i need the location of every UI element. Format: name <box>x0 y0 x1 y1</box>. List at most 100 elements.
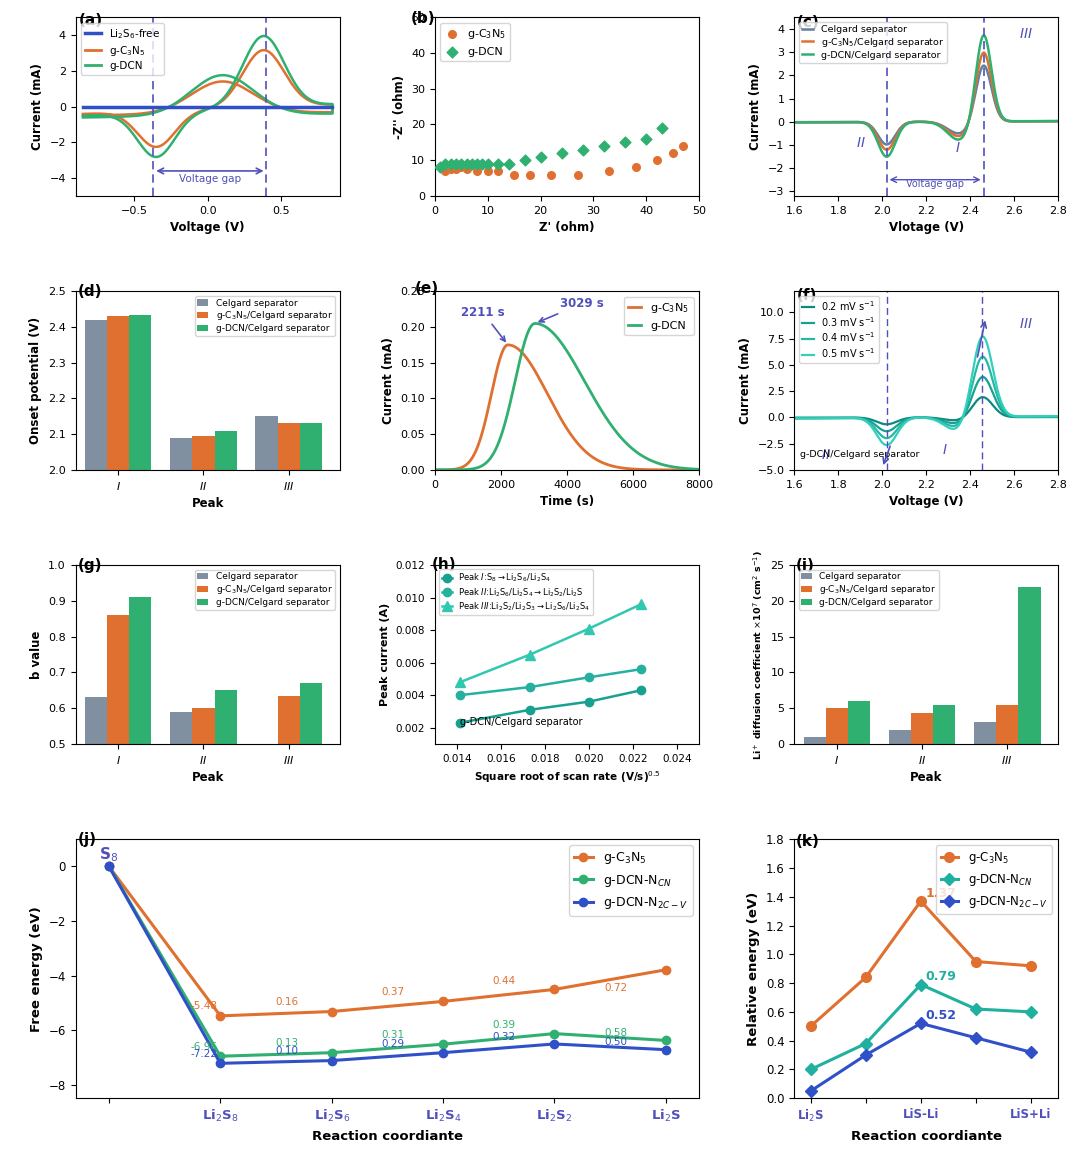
Y-axis label: Relative energy (eV): Relative energy (eV) <box>747 891 760 1046</box>
g-DCN/Celgard separator <box>805 116 818 129</box>
g-C$_3$N$_5$ <box>442 160 459 178</box>
g-C$_3$N$_5$ <box>685 462 698 476</box>
Text: (b): (b) <box>411 10 435 25</box>
g-DCN <box>595 136 612 155</box>
Bar <box>107 615 130 922</box>
Legend: Celgard separator, g-C$_3$N$_5$/Celgard separator, g-DCN/Celgard separator: Celgard separator, g-C$_3$N$_5$/Celgard … <box>799 570 940 610</box>
g-DCN/Celgard separator <box>977 29 990 43</box>
Bar <box>215 430 237 1156</box>
0.4 mV s$^{-1}$ <box>968 371 981 385</box>
Text: Voltage gap: Voltage gap <box>179 173 241 184</box>
g-C$_3$N$_5$ <box>550 403 563 417</box>
g-DCN <box>557 339 570 353</box>
g-C$_3$N$_5$/Celgard separator <box>787 116 800 129</box>
Text: Voltage gap: Voltage gap <box>906 179 964 190</box>
Text: g-DCN/Celgard separator: g-DCN/Celgard separator <box>460 717 583 727</box>
g-DCN/Celgard separator <box>993 101 1005 114</box>
Text: 0.58: 0.58 <box>604 1028 627 1038</box>
Peak $II$:Li$_2$S$_6$/Li$_2$S$_4$$\to$Li$_2$S$_2$/Li$_2$S <box>454 688 467 702</box>
0.4 mV s$^{-1}$ <box>990 390 1003 403</box>
0.3 mV s$^{-1}$ <box>990 397 1003 410</box>
0.4 mV s$^{-1}$ <box>835 412 848 425</box>
Bar <box>933 704 956 743</box>
Celgard separator <box>944 124 957 138</box>
Legend: g-C$_3$N$_5$, g-DCN: g-C$_3$N$_5$, g-DCN <box>623 297 693 335</box>
g-C$_3$N$_5$ <box>325 1005 338 1018</box>
Bar <box>826 709 848 743</box>
Line: g-C$_3$N$_5$: g-C$_3$N$_5$ <box>806 896 1036 1031</box>
g-C$_3$N$_5$/Celgard separator <box>944 126 957 140</box>
g-DCN <box>469 155 486 173</box>
Text: 0.44: 0.44 <box>492 977 516 986</box>
Peak $I$:S$_8$$\to$Li$_2$S$_6$/Li$_2$S$_4$ <box>454 716 467 729</box>
g-C$_3$N$_5$ <box>648 151 665 170</box>
0.3 mV s$^{-1}$ <box>856 412 869 425</box>
g-DCN-N$_{2C-V}$ <box>214 1057 227 1070</box>
Text: 0.79: 0.79 <box>926 970 956 984</box>
0.5 mV s$^{-1}$ <box>856 413 869 427</box>
g-DCN <box>436 155 454 173</box>
g-DCN/Celgard separator <box>787 116 800 129</box>
g-C$_3$N$_5$/Celgard separator <box>977 46 990 60</box>
Peak $II$:Li$_2$S$_6$/Li$_2$S$_4$$\to$Li$_2$S$_2$/Li$_2$S <box>634 662 647 676</box>
g-DCN-N$_{CN}$ <box>860 1037 873 1051</box>
g-C$_3$N$_5$ <box>600 162 618 180</box>
0.3 mV s$^{-1}$ <box>909 410 922 424</box>
0.2 mV s$^{-1}$ <box>976 391 989 405</box>
Bar <box>848 701 870 743</box>
g-DCN-N$_{CN}$ <box>1025 1005 1038 1018</box>
g-DCN <box>617 133 634 151</box>
Line: g-DCN/Celgard separator: g-DCN/Celgard separator <box>794 36 1063 157</box>
Legend: Celgard separator, g-C$_3$N$_5$/Celgard separator, g-DCN/Celgard separator: Celgard separator, g-C$_3$N$_5$/Celgard … <box>799 22 947 62</box>
0.3 mV s$^{-1}$ <box>880 424 893 438</box>
Text: (h): (h) <box>432 557 456 572</box>
Text: 0.72: 0.72 <box>604 983 627 993</box>
0.4 mV s$^{-1}$ <box>856 413 869 427</box>
X-axis label: Peak: Peak <box>910 771 943 784</box>
Legend: Celgard separator, g-C$_3$N$_5$/Celgard separator, g-DCN/Celgard separator: Celgard separator, g-C$_3$N$_5$/Celgard … <box>194 570 335 610</box>
Text: g-DCN/Celgard separator: g-DCN/Celgard separator <box>799 451 919 459</box>
Bar <box>996 704 1018 743</box>
Celgard separator <box>959 121 972 135</box>
X-axis label: Time (s): Time (s) <box>540 495 594 509</box>
Peak $III$:Li$_2$S$_2$/Li$_2$S$_3$$\to$Li$_2$S$_6$/Li$_2$S$_4$ <box>524 647 537 661</box>
Line: Peak $III$:Li$_2$S$_2$/Li$_2$S$_3$$\to$Li$_2$S$_6$/Li$_2$S$_4$: Peak $III$:Li$_2$S$_2$/Li$_2$S$_3$$\to$L… <box>455 599 646 687</box>
g-DCN/Celgard separator <box>944 128 957 142</box>
Line: 0.2 mV s$^{-1}$: 0.2 mV s$^{-1}$ <box>794 398 1063 424</box>
Legend: 0.2 mV s$^{-1}$, 0.3 mV s$^{-1}$, 0.4 mV s$^{-1}$, 0.5 mV s$^{-1}$: 0.2 mV s$^{-1}$, 0.3 mV s$^{-1}$, 0.4 mV… <box>799 296 879 363</box>
0.2 mV s$^{-1}$ <box>880 417 893 431</box>
Text: -6.96: -6.96 <box>190 1042 217 1052</box>
X-axis label: Z' (ohm): Z' (ohm) <box>539 221 595 235</box>
g-C$_3$N$_5$ <box>522 165 539 184</box>
g-C$_3$N$_5$/Celgard separator <box>805 116 818 129</box>
g-DCN-N$_{CN}$ <box>325 1046 338 1060</box>
g-C$_3$N$_5$ <box>659 963 672 977</box>
g-DCN-N$_{CN}$ <box>970 1002 983 1016</box>
g-DCN-N$_{2C-V}$ <box>659 1043 672 1057</box>
0.4 mV s$^{-1}$ <box>787 412 800 425</box>
Line: g-DCN-N$_{2C-V}$: g-DCN-N$_{2C-V}$ <box>105 862 670 1067</box>
0.5 mV s$^{-1}$ <box>835 412 848 425</box>
Celgard separator <box>880 138 893 151</box>
g-DCN <box>453 155 470 173</box>
Bar <box>278 696 300 922</box>
Celgard separator <box>1056 114 1069 128</box>
g-DCN <box>692 462 705 476</box>
0.4 mV s$^{-1}$ <box>880 431 893 445</box>
Bar <box>192 709 215 922</box>
g-DCN-N$_{2C-V}$ <box>860 1048 873 1062</box>
Bar <box>192 436 215 1156</box>
Line: g-C$_3$N$_5$/Celgard separator: g-C$_3$N$_5$/Celgard separator <box>794 53 1063 150</box>
0.2 mV s$^{-1}$ <box>1056 410 1069 424</box>
Text: -7.22: -7.22 <box>190 1048 217 1059</box>
Bar <box>300 683 322 922</box>
g-DCN <box>442 155 459 173</box>
Peak $II$:Li$_2$S$_6$/Li$_2$S$_4$$\to$Li$_2$S$_2$/Li$_2$S <box>524 680 537 694</box>
Text: 2211 s: 2211 s <box>461 306 505 341</box>
Bar <box>171 438 192 1156</box>
Text: 3029 s: 3029 s <box>539 297 604 323</box>
0.2 mV s$^{-1}$ <box>990 403 1003 417</box>
0.5 mV s$^{-1}$ <box>787 412 800 425</box>
g-C$_3$N$_5$/Celgard separator <box>1056 114 1069 128</box>
Bar <box>804 736 826 743</box>
